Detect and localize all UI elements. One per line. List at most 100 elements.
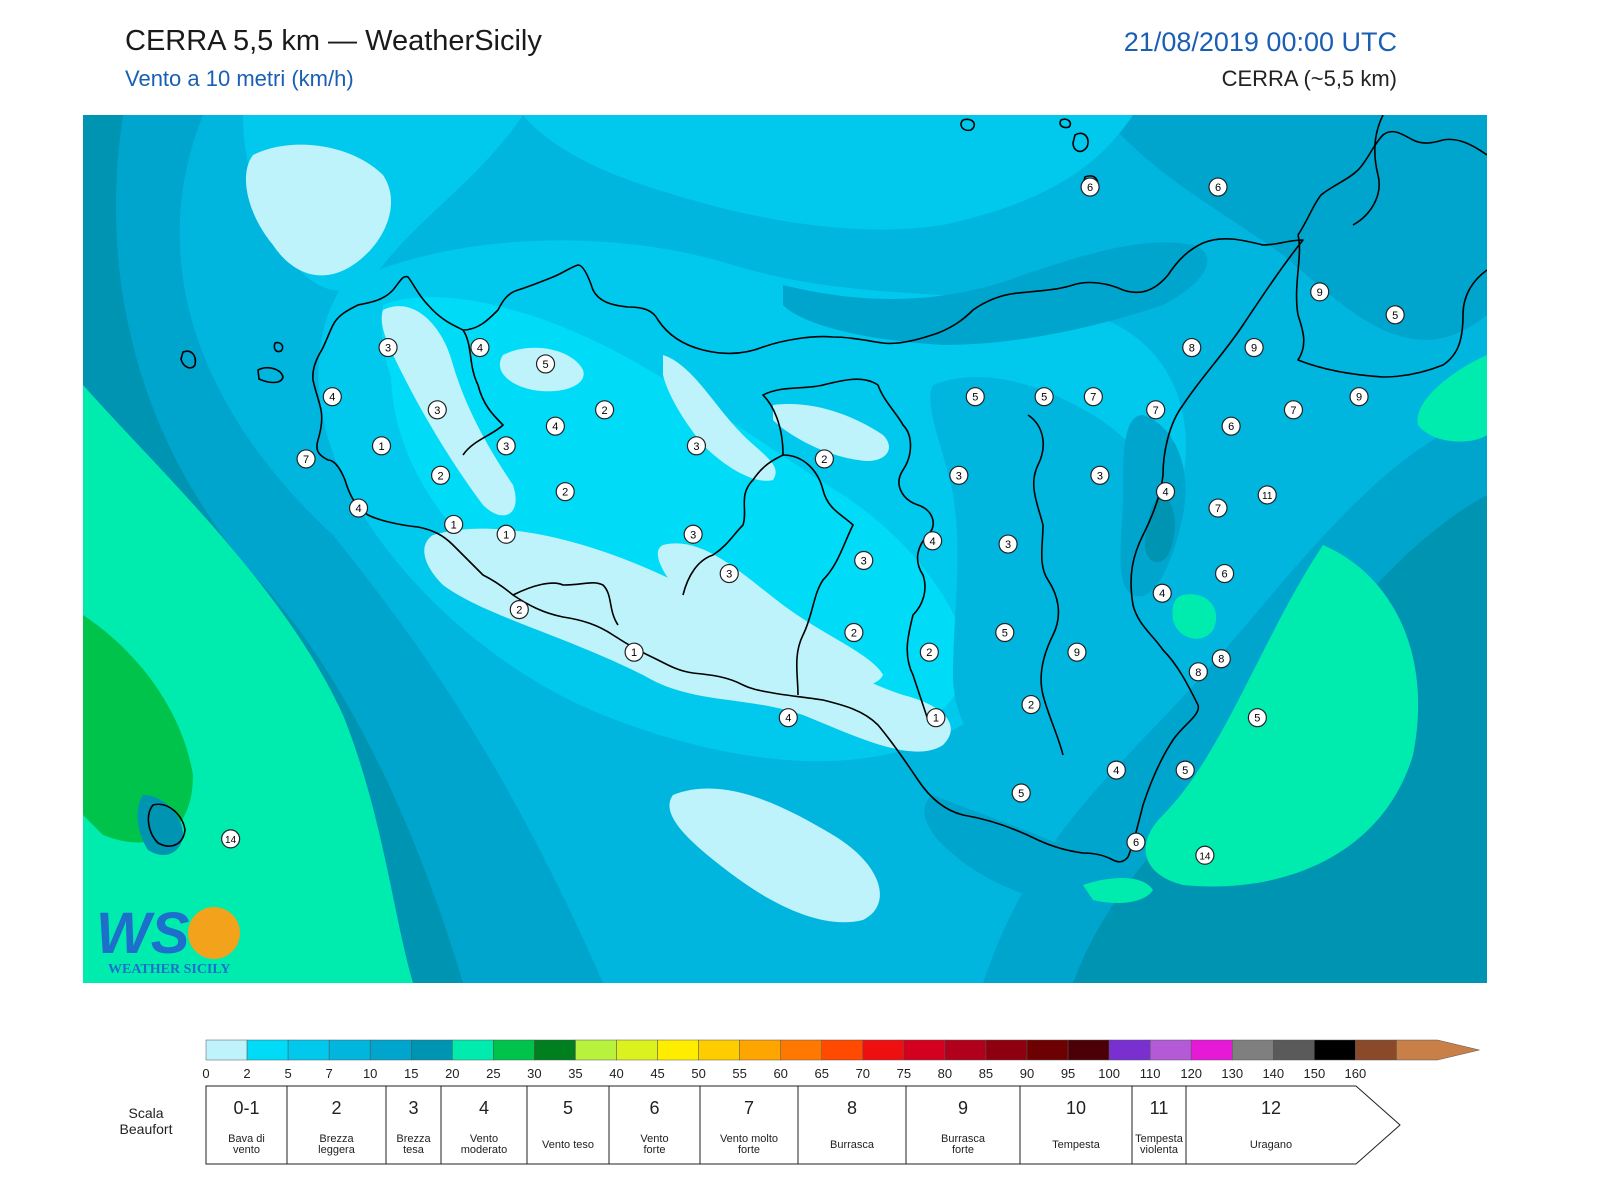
province-boundary [462,329,1064,756]
station-circle [296,449,316,469]
station-value: 1 [451,519,457,531]
beaufort-title: Scala [128,1105,163,1121]
station-value: 5 [1182,765,1188,777]
beaufort-arrow [1185,1085,1401,1165]
colorbar-tick-label: 70 [856,1066,870,1081]
field-pantelleria-dark [137,795,183,855]
egadi-island-3 [273,341,284,353]
field-northcoast-band [783,242,1208,345]
beaufort-box [699,1085,799,1165]
station-circle [535,354,556,374]
colorbar-segment [698,1039,740,1061]
colorbar-segment [657,1039,699,1061]
station-value: 6 [1087,182,1093,194]
beaufort-description: Vento teso [542,1139,594,1151]
colorbar-tick-label: 75 [897,1066,911,1081]
colorbar-segment [369,1039,412,1061]
colorbar-segment [821,1039,864,1061]
station-circle [1090,465,1110,485]
station-marker: 4 [923,531,943,551]
station-marker: 8 [1182,337,1202,358]
colorbar-tick-label: 85 [979,1066,993,1081]
beaufort-description: violenta [1140,1144,1179,1156]
beaufort-force: 12 [1261,1098,1281,1118]
station-circle [1182,337,1202,358]
station-circle [1310,282,1330,302]
station-circle [1349,387,1369,407]
station-value: 5 [1002,628,1008,640]
station-marker: 1 [624,642,644,662]
station-marker: 3 [686,436,707,456]
field-bava-northwest [245,144,392,276]
coastlines [147,115,1487,863]
station-value: 5 [1018,788,1024,800]
station-circle [624,642,644,662]
field-bava-offshore [669,788,880,923]
station-circle [1221,416,1241,436]
station-marker: 4 [778,708,798,728]
field-south-east-band [924,795,1102,905]
station-circle [1106,760,1126,780]
colorbar-tick-label: 2 [243,1066,250,1081]
station-value: 8 [1189,343,1195,355]
field-bava-northcenter [663,355,776,481]
station-marker: 8 [1188,662,1208,682]
beaufort-description: forte [952,1144,974,1156]
station-value: 1 [933,713,939,725]
station-marker: 2 [594,400,615,420]
station-value: 1 [503,529,509,541]
station-marker: 1 [371,436,392,456]
station-value: 2 [437,470,443,482]
station-circle [1083,387,1103,407]
station-circle [919,642,939,662]
station-circle [814,449,834,469]
station-circle [427,400,447,420]
beaufort-description: Burrasca [830,1139,875,1151]
beaufort-description: forte [643,1144,665,1156]
colorbar-segment [328,1039,371,1061]
station-marker: 9 [1067,642,1087,662]
colorbar-segment [739,1039,781,1061]
station-value: 6 [1215,182,1221,194]
station-circle [221,829,241,849]
station-value: 3 [434,405,440,417]
station-marker: 3 [719,563,739,584]
station-value: 2 [516,605,522,617]
station-value: 9 [1317,287,1323,299]
colorbar-tick-label: 100 [1098,1066,1120,1081]
station-circle [923,531,943,551]
station-value: 5 [1254,713,1260,725]
beaufort-description: Brezza [319,1133,354,1145]
station-marker: 6 [1080,177,1100,197]
beaufort-box [905,1085,1021,1165]
beaufort-title: Beaufort [120,1121,173,1137]
station-value: 3 [385,343,391,355]
station-circle [1283,400,1304,420]
station-marker: 4 [348,498,369,518]
station-circle [1034,387,1054,407]
station-marker: 3 [496,436,516,456]
station-value: 5 [542,359,548,371]
forecast-datetime: 21/08/2019 00:00 UTC [1123,27,1397,57]
station-value: 6 [1222,569,1228,581]
beaufort-description: Tempesta [1052,1139,1101,1151]
station-marker: 4 [322,387,342,407]
beaufort-force: 8 [847,1098,857,1118]
station-value: 7 [1215,503,1221,515]
station-value: 2 [821,454,827,466]
station-circle [1021,694,1041,715]
field-light-central [381,297,966,728]
colorbar-segment [903,1039,946,1061]
wind-field [83,115,1487,983]
station-value: 9 [1074,647,1080,659]
station-circle [949,465,969,485]
field-green-southeast [1145,545,1419,887]
beaufort-description: Brezza [396,1133,431,1145]
station-circle [1208,177,1228,197]
station-marker: 3 [949,465,969,485]
colorbar-segment [287,1039,330,1061]
colorbar-tick-label: 110 [1140,1066,1161,1081]
station-marker: 9 [1244,337,1264,358]
station-marker: 4 [470,337,490,358]
